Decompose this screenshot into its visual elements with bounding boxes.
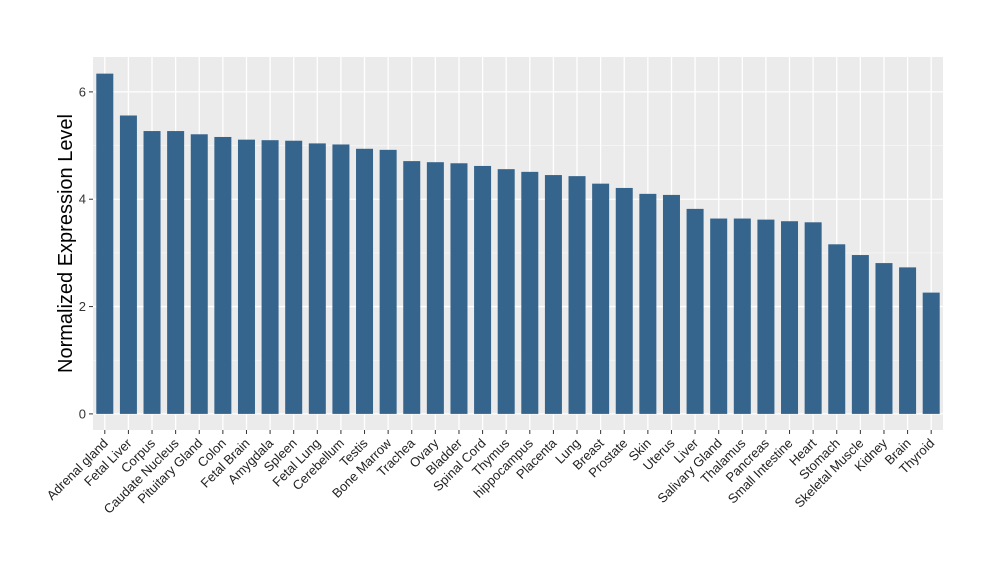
bar — [403, 161, 421, 414]
bar — [474, 165, 492, 414]
bar — [544, 175, 562, 414]
bar — [851, 255, 869, 414]
y-tick-label: 6 — [79, 84, 86, 99]
bar — [592, 183, 610, 414]
bar — [237, 139, 255, 414]
bar — [781, 221, 799, 414]
bar — [662, 194, 680, 414]
bar — [214, 136, 232, 414]
bars — [96, 73, 940, 414]
bar — [922, 292, 940, 414]
bar — [450, 163, 468, 414]
y-axis-title: Normalized Expression Level — [55, 114, 77, 373]
bar — [96, 73, 114, 414]
y-axis: 0 2 4 6 — [79, 84, 93, 421]
bar — [379, 149, 397, 414]
bar — [261, 140, 279, 414]
bar — [190, 134, 208, 414]
plot-panel — [93, 57, 943, 430]
bar — [686, 208, 704, 414]
y-tick-label: 4 — [79, 192, 86, 207]
bar — [733, 218, 751, 414]
bar — [899, 267, 917, 414]
bar — [828, 244, 846, 414]
y-tick-label: 0 — [79, 406, 86, 421]
bar — [639, 193, 657, 414]
bar — [875, 263, 893, 414]
bar — [167, 131, 185, 414]
bar — [119, 115, 137, 414]
minor-gridlines — [93, 145, 943, 361]
bar — [615, 187, 633, 414]
bar — [356, 148, 374, 414]
bar — [308, 143, 326, 414]
bar — [497, 169, 515, 414]
bar — [521, 171, 539, 414]
bar — [757, 219, 775, 414]
bar — [285, 140, 303, 414]
bar — [332, 144, 350, 414]
bar — [710, 218, 728, 414]
bar — [568, 176, 586, 414]
bar — [426, 162, 444, 414]
y-tick-label: 2 — [79, 299, 86, 314]
bar — [143, 131, 161, 414]
bar — [804, 222, 822, 414]
